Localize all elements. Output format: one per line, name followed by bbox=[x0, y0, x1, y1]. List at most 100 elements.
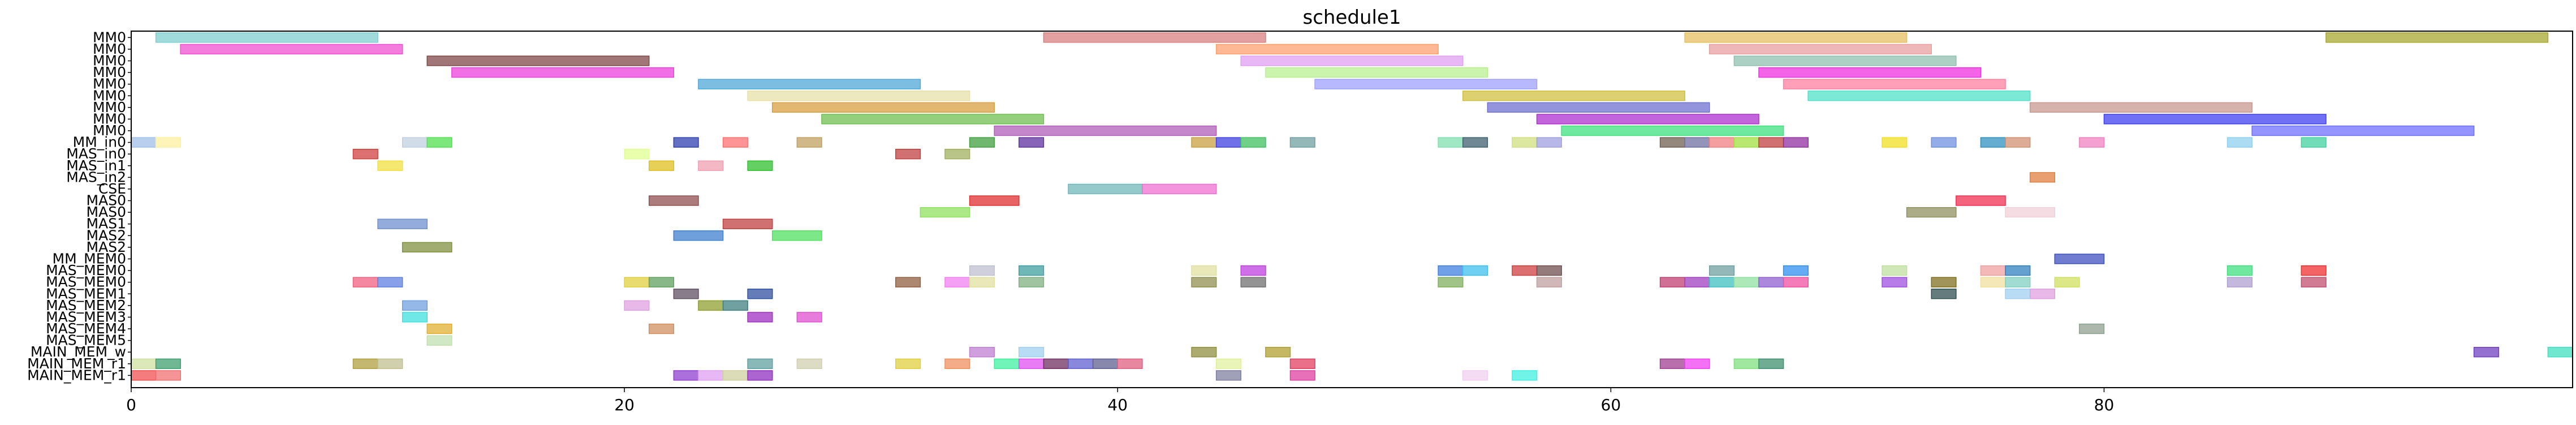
task-bar bbox=[352, 277, 378, 287]
task-bar bbox=[1536, 137, 1562, 148]
task-bar bbox=[1462, 137, 1488, 148]
task-bar bbox=[2301, 265, 2327, 276]
task-bar bbox=[2005, 137, 2031, 148]
task-bars bbox=[131, 32, 2573, 381]
task-bar bbox=[1043, 358, 1069, 369]
row-label: MM0 bbox=[93, 64, 126, 80]
row-label: MAS2 bbox=[87, 239, 126, 255]
task-bar bbox=[722, 137, 748, 148]
task-bar bbox=[1019, 265, 1045, 276]
row-label: MAS_MEM5 bbox=[46, 332, 126, 349]
task-bar bbox=[1783, 137, 1809, 148]
task-bar bbox=[451, 67, 675, 78]
task-bar bbox=[1709, 44, 1932, 55]
row-label: MAS_in2 bbox=[66, 169, 126, 185]
task-bar bbox=[648, 160, 675, 171]
task-bar bbox=[1438, 265, 1464, 276]
task-bar bbox=[698, 160, 724, 171]
task-bar bbox=[1709, 137, 1735, 148]
task-bar bbox=[2547, 347, 2573, 358]
task-bar bbox=[1980, 265, 2006, 276]
task-bar bbox=[895, 149, 921, 160]
task-bar bbox=[796, 358, 822, 369]
row-label: MM0 bbox=[93, 41, 126, 57]
task-bar bbox=[1240, 137, 1266, 148]
task-bar bbox=[747, 312, 773, 323]
row-label: MAS_in0 bbox=[66, 145, 126, 162]
row-label: MAS_MEM0 bbox=[46, 274, 126, 290]
row-label: MAS2 bbox=[87, 227, 126, 243]
task-bar bbox=[944, 277, 970, 287]
task-bar bbox=[2029, 102, 2253, 113]
task-bar bbox=[2301, 277, 2327, 287]
task-bar bbox=[402, 300, 428, 311]
task-bar bbox=[648, 195, 699, 206]
task-bar bbox=[747, 370, 773, 381]
task-bar bbox=[1438, 137, 1464, 148]
task-bar bbox=[1438, 277, 1464, 287]
task-bar bbox=[1289, 358, 1315, 369]
task-bar bbox=[1980, 137, 2006, 148]
row-label: CSE bbox=[98, 181, 126, 197]
task-bar bbox=[1289, 137, 1315, 148]
task-bar bbox=[673, 370, 699, 381]
row-label: MAS_MEM3 bbox=[46, 308, 126, 325]
task-bar bbox=[1684, 277, 1710, 287]
task-bar bbox=[131, 370, 157, 381]
task-bar bbox=[402, 312, 428, 323]
row-label: MAIN_MEM_r1 bbox=[27, 367, 126, 383]
row-label: MAS_in1 bbox=[66, 157, 126, 174]
task-bar bbox=[1512, 137, 1538, 148]
x-axis-ticks: 0 20 40 60 80 bbox=[126, 388, 2114, 414]
task-bar bbox=[1092, 358, 1118, 369]
task-bar bbox=[796, 312, 822, 323]
task-bar bbox=[648, 277, 675, 287]
task-bar bbox=[673, 289, 699, 299]
task-bar bbox=[426, 137, 452, 148]
task-bar bbox=[747, 91, 970, 101]
task-bar bbox=[2029, 289, 2056, 299]
row-label: MAS0 bbox=[87, 192, 126, 209]
task-bar bbox=[1931, 137, 1957, 148]
task-bar bbox=[426, 323, 452, 334]
task-bar bbox=[2227, 277, 2253, 287]
task-bar bbox=[1265, 67, 1488, 78]
task-bar bbox=[2325, 32, 2549, 43]
task-bar bbox=[1783, 265, 1809, 276]
task-bar bbox=[131, 137, 157, 148]
task-bar bbox=[1043, 32, 1266, 43]
task-bar bbox=[1536, 265, 1562, 276]
row-label: MAIN_MEM_w bbox=[31, 344, 126, 360]
task-bar bbox=[969, 347, 995, 358]
task-bar bbox=[1215, 137, 1242, 148]
task-bar bbox=[1019, 137, 1045, 148]
task-bar bbox=[2251, 125, 2475, 136]
task-bar bbox=[747, 289, 773, 299]
task-bar bbox=[969, 195, 1020, 206]
task-bar bbox=[1191, 347, 1217, 358]
task-bar bbox=[1265, 347, 1291, 358]
task-bar bbox=[2054, 277, 2080, 287]
task-bar bbox=[402, 242, 452, 253]
task-bar bbox=[155, 137, 181, 148]
x-tick-label: 0 bbox=[126, 396, 136, 414]
task-bar bbox=[1512, 265, 1538, 276]
task-bar bbox=[155, 358, 181, 369]
task-bar bbox=[180, 44, 403, 55]
task-bar bbox=[920, 207, 970, 218]
task-bar bbox=[377, 358, 403, 369]
task-bar bbox=[1019, 358, 1045, 369]
task-bar bbox=[1215, 358, 1242, 369]
task-bar bbox=[1561, 125, 1784, 136]
task-bar bbox=[1758, 358, 1784, 369]
x-tick-label: 60 bbox=[1601, 396, 1621, 414]
task-bar bbox=[1758, 277, 1784, 287]
task-bar bbox=[624, 149, 650, 160]
task-bar bbox=[944, 149, 970, 160]
row-label: MAS0 bbox=[87, 204, 126, 220]
task-bar bbox=[673, 137, 699, 148]
task-bar bbox=[131, 358, 157, 369]
task-bar bbox=[1906, 207, 1957, 218]
